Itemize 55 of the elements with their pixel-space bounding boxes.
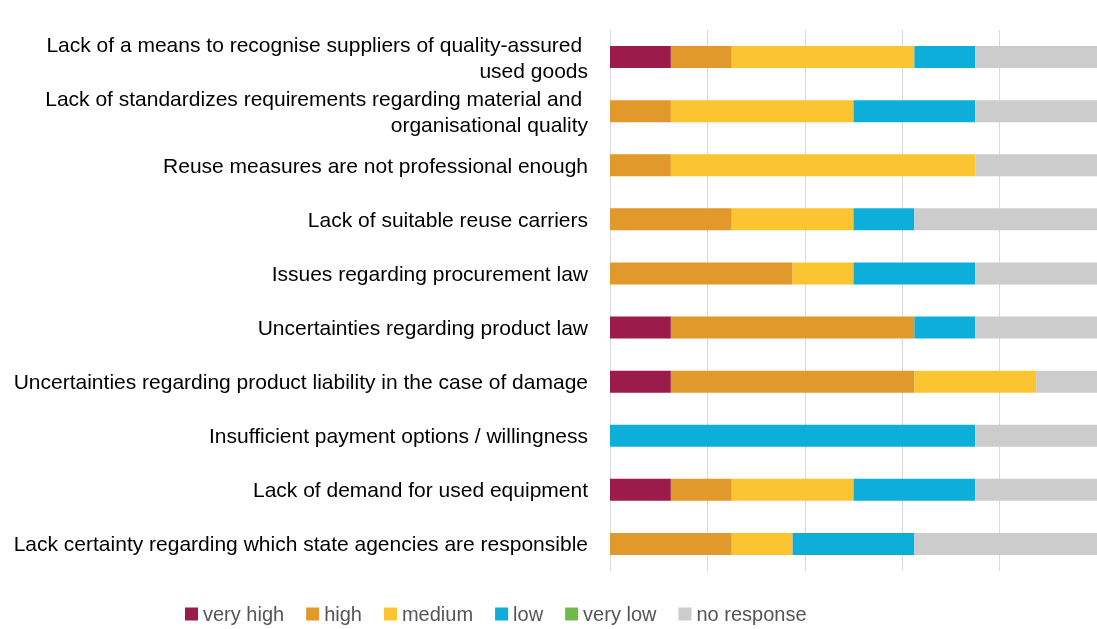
bar xyxy=(670,100,854,123)
y-tick-label: Uncertainties regarding product liability in the case of damage xyxy=(13,370,588,394)
y-tick-label: Insufficient payment options / willingness xyxy=(209,424,588,448)
bar xyxy=(610,316,671,339)
bar xyxy=(975,424,1097,447)
bar xyxy=(914,316,976,339)
bar xyxy=(914,532,1097,555)
y-tick-label: Lack of standardizes requirements regarding material and organisational quality xyxy=(45,86,589,136)
bar xyxy=(914,370,1037,393)
legend-label: high xyxy=(324,603,362,625)
bar xyxy=(975,262,1097,285)
y-tick-label: Lack of a means to recognise suppliers of quality-assured used goods xyxy=(46,32,588,82)
bar xyxy=(610,46,671,69)
bar xyxy=(975,316,1097,339)
y-tick-label: Reuse measures are not professional enough xyxy=(163,153,588,177)
legend-label: very low xyxy=(583,603,658,625)
bar xyxy=(853,208,915,231)
bar xyxy=(731,208,854,231)
bar xyxy=(610,478,671,501)
bar xyxy=(670,370,915,393)
y-tick-label: Issues regarding procurement law xyxy=(271,261,589,285)
bar xyxy=(853,478,976,501)
bar xyxy=(914,46,976,69)
legend-label: low xyxy=(513,603,544,625)
y-tick-label: Uncertainties regarding product law xyxy=(257,316,589,340)
legend-label: no response xyxy=(696,603,807,625)
bar xyxy=(975,100,1097,123)
y-tick-label: Lack of demand for used equipment xyxy=(252,478,589,502)
bar xyxy=(975,154,1097,177)
legend-label: very high xyxy=(203,603,285,625)
bar xyxy=(914,208,1097,231)
bar xyxy=(610,532,732,555)
bar xyxy=(610,208,732,231)
bar xyxy=(610,262,793,285)
bar xyxy=(853,100,976,123)
bar xyxy=(792,262,854,285)
y-tick-label: Lack of suitable reuse carriers xyxy=(307,207,588,231)
bar xyxy=(731,478,854,501)
bar xyxy=(610,100,671,123)
bar xyxy=(670,316,915,339)
bar xyxy=(670,478,732,501)
bar xyxy=(792,532,915,555)
bar xyxy=(610,424,976,447)
bar xyxy=(853,262,976,285)
bar xyxy=(670,46,732,69)
bar xyxy=(670,154,976,177)
y-tick-label: Lack certainty regarding which state agencies are responsible xyxy=(13,532,588,556)
bar xyxy=(1036,370,1097,393)
legend-label: medium xyxy=(401,603,474,625)
bar xyxy=(975,478,1097,501)
bar xyxy=(975,46,1097,69)
bar xyxy=(731,46,915,69)
bar xyxy=(731,532,793,555)
bar xyxy=(610,370,671,393)
bar xyxy=(610,154,671,177)
